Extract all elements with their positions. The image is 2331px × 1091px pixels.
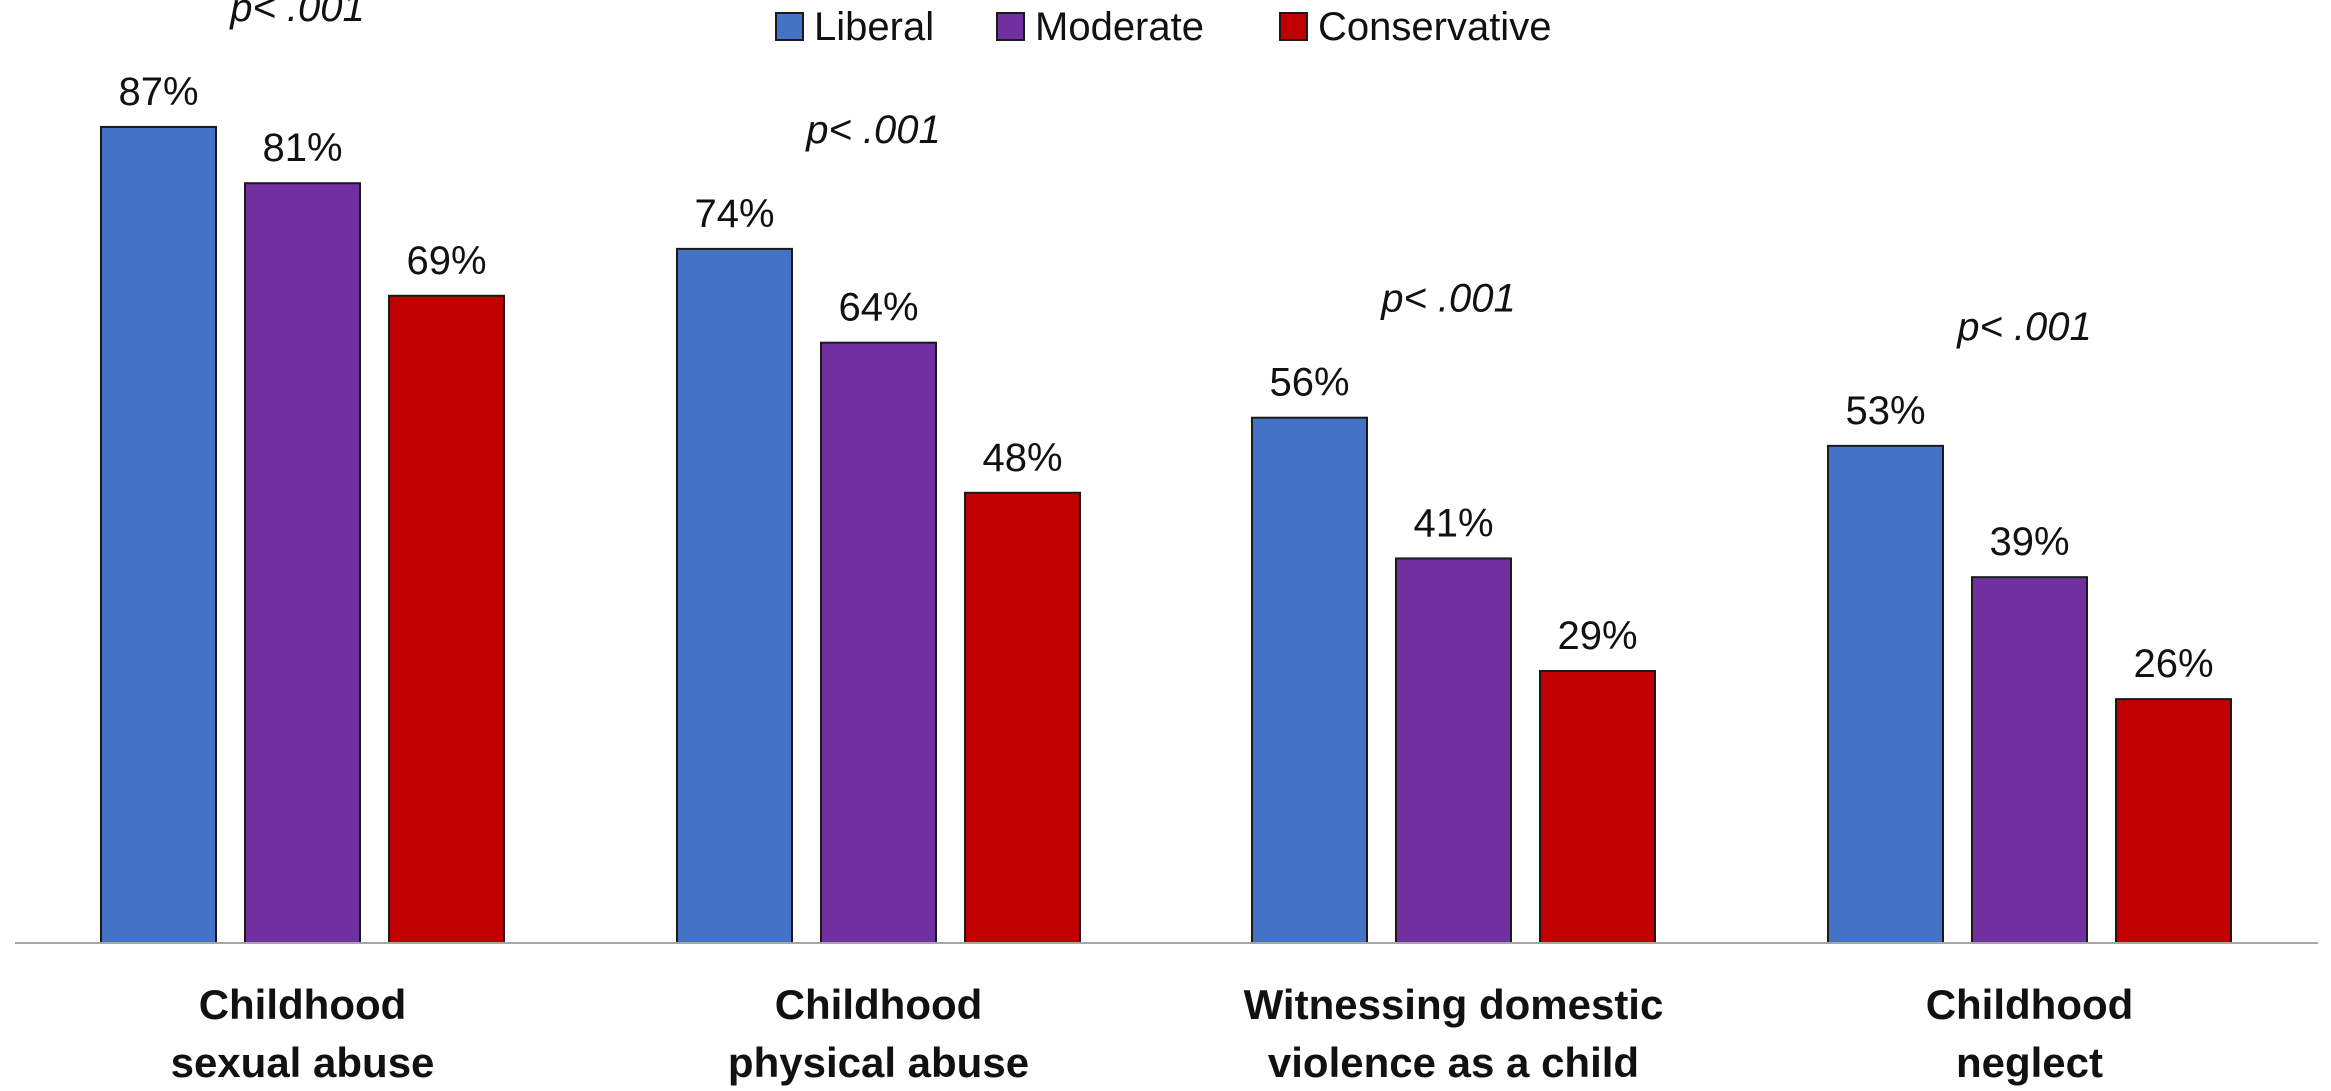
category-label-3-line-2: violence as a child [1268,1039,1639,1086]
value-label-conservative-3: 29% [1557,614,1637,658]
category-label-1-line-1: Childhood [199,981,407,1028]
value-label-liberal-2: 74% [694,192,774,236]
category-label-1-line-2: sexual abuse [171,1039,435,1086]
bar-conservative-3 [1539,669,1656,944]
value-label-moderate-1: 81% [262,126,342,170]
value-labels-group: 87% 74% 56% 53% 81% 64% 41% 39% 69% 48% 29% 26% [118,70,2213,686]
value-label-moderate-2: 64% [838,286,918,330]
bar-moderate-4 [1971,576,2088,944]
legend-label-liberal: Liberal [814,5,934,49]
bar-liberal-4 [1827,444,1944,944]
value-label-moderate-4: 39% [1989,520,2069,564]
legend-label-moderate: Moderate [1035,5,1204,49]
p-value-annotation-2: p< .001 [805,108,941,152]
legend-swatch-moderate [996,12,1025,41]
bar-conservative-4 [2115,698,2232,944]
value-label-conservative-4: 26% [2133,642,2213,686]
value-label-conservative-1: 69% [406,239,486,283]
category-labels-group: Childhood sexual abuse Childhood physical a… [171,981,2134,1086]
p-value-annotation-3: p< .001 [1380,277,1516,321]
category-label-2-line-2: physical abuse [728,1039,1029,1086]
bar-liberal-1 [100,125,217,944]
bar-liberal-3 [1251,416,1368,945]
category-label-4-line-1: Childhood [1926,981,2134,1028]
annotations-group: p< .001 p< .001 p< .001 p< .001 [229,0,2092,349]
category-label-3-line-1: Witnessing domestic [1244,981,1664,1028]
legend-swatch-liberal [775,12,804,41]
legend-swatch-conservative [1279,12,1308,41]
value-label-conservative-2: 48% [982,436,1062,480]
legend: Liberal Moderate Conservative [775,5,1551,49]
p-value-annotation-4: p< .001 [1956,305,2092,349]
category-label-4-line-2: neglect [1956,1039,2103,1086]
value-label-liberal-3: 56% [1269,361,1349,405]
bars-group [100,125,2232,945]
bar-conservative-2 [964,491,1081,944]
p-value-annotation-1: p< .001 [229,0,365,30]
bar-moderate-2 [820,341,937,944]
bar-conservative-1 [388,294,505,944]
value-label-liberal-1: 87% [118,70,198,114]
value-label-liberal-4: 53% [1845,389,1925,433]
legend-label-conservative: Conservative [1318,5,1551,49]
bar-moderate-1 [244,182,361,945]
category-label-2-line-1: Childhood [775,981,983,1028]
bar-liberal-2 [676,247,793,944]
value-label-moderate-3: 41% [1413,501,1493,545]
bar-moderate-3 [1395,557,1512,944]
